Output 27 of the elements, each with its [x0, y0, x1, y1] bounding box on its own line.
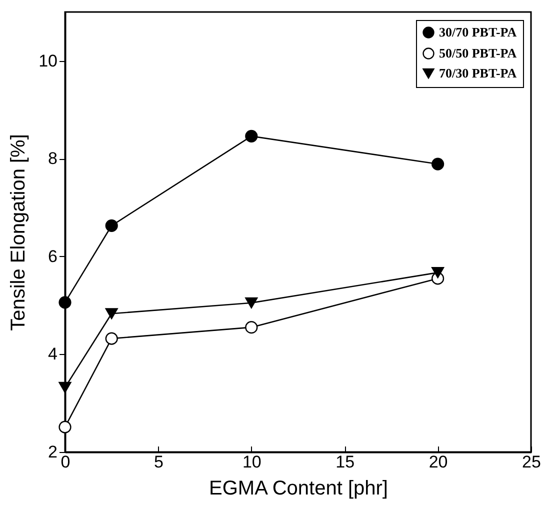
y-tick-label: 8: [48, 149, 58, 168]
y-tick-label: 2: [48, 442, 58, 462]
legend-label: 30/70 PBT-PA: [439, 24, 518, 40]
x-tick-label: 20: [428, 452, 448, 472]
x-tick-label: 10: [242, 452, 262, 472]
y-axis-title: Tensile Elongation [%]: [8, 134, 30, 331]
point: [432, 267, 444, 278]
point: [245, 130, 258, 142]
y-tick-label: 4: [48, 344, 58, 364]
point: [245, 321, 258, 334]
point: [58, 420, 72, 434]
x-tick-label: 25: [522, 452, 541, 472]
x-axis-title: EGMA Content [phr]: [209, 478, 388, 500]
point: [432, 158, 444, 170]
point: [105, 219, 118, 232]
legend-label: 70/30 PBT-PA: [439, 66, 518, 80]
point: [105, 308, 118, 320]
point: [58, 382, 72, 394]
point: [105, 332, 118, 345]
x-tick-label: 0: [60, 452, 70, 472]
point: [245, 297, 258, 308]
legend-label: 50/50 PBT-PA: [439, 46, 518, 60]
y-tick-label: 10: [38, 51, 58, 70]
y-tick-label: 6: [48, 246, 58, 266]
point: [58, 296, 72, 309]
x-tick-label: 5: [154, 452, 164, 472]
x-tick-label: 15: [336, 452, 355, 472]
